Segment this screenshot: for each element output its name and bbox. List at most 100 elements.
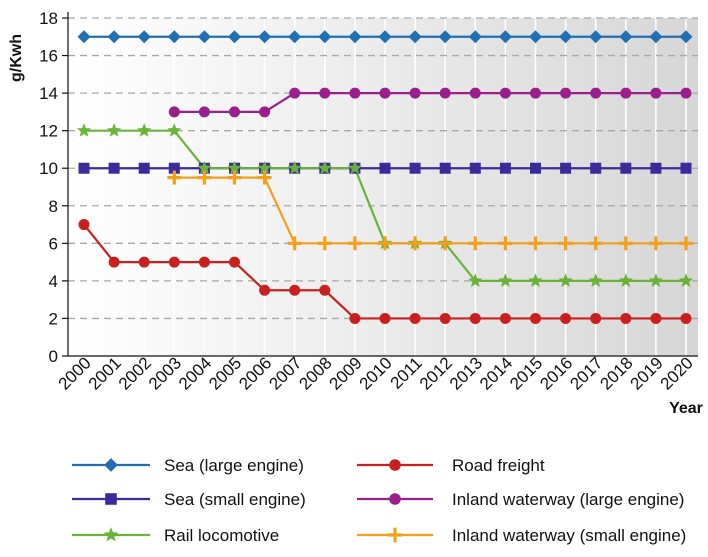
point-inland-waterway-large-engine-2005	[229, 106, 240, 118]
point-sea-small-engine-2010	[379, 162, 391, 174]
point-sea-large-engine-2013	[468, 30, 482, 44]
axes	[62, 12, 698, 357]
point-rail-locomotive-2018	[618, 273, 633, 287]
point-inland-waterway-large-engine-2010	[379, 87, 391, 99]
x-tick-label: 2003	[145, 353, 185, 393]
point-sea-large-engine-2003	[167, 30, 181, 44]
x-tick-label: 2002	[115, 353, 155, 393]
x-tick-label: 2008	[295, 353, 335, 393]
point-rail-locomotive-2009	[347, 160, 363, 175]
point-sea-small-engine-2011	[409, 162, 421, 174]
point-sea-small-engine-2000	[78, 162, 90, 174]
point-inland-waterway-small-engine-2009	[347, 236, 362, 251]
point-road-freight-2014	[499, 312, 511, 324]
x-tick-label: 2006	[235, 353, 275, 393]
point-sea-small-engine-2019	[650, 162, 662, 174]
x-tick-label: 2001	[85, 353, 125, 393]
point-road-freight-2009	[349, 312, 361, 324]
point-road-freight-2000	[78, 219, 90, 231]
legend-label-sea-small-engine: Sea (small engine)	[164, 490, 306, 509]
x-tick-label: 2007	[265, 353, 305, 393]
point-sea-large-engine-2010	[378, 30, 392, 44]
point-sea-large-engine-2004	[197, 30, 211, 44]
point-road-freight-2017	[590, 312, 602, 324]
point-sea-large-engine-2007	[288, 30, 302, 44]
point-inland-waterway-large-engine-2014	[499, 87, 511, 99]
point-sea-large-engine-2006	[258, 30, 272, 44]
y-tick-label: 10	[39, 159, 58, 178]
legend-item-rail-locomotive: Rail locomotive	[72, 526, 279, 545]
point-rail-locomotive-2013	[468, 273, 483, 287]
point-inland-waterway-large-engine-2008	[319, 87, 331, 99]
point-inland-waterway-large-engine-2003	[168, 106, 180, 118]
point-rail-locomotive-2016	[558, 273, 573, 287]
point-sea-small-engine-2020	[680, 162, 692, 174]
point-road-freight-2007	[289, 284, 301, 296]
point-sea-small-engine-2017	[590, 162, 602, 174]
point-inland-waterway-small-engine-2006	[257, 170, 272, 185]
point-sea-large-engine-2011	[408, 30, 422, 44]
x-tick-label: 2000	[55, 353, 95, 393]
legend-item-inland-waterway-large-engine: Inland waterway (large engine)	[357, 490, 684, 509]
point-sea-large-engine-2001	[107, 30, 121, 44]
point-sea-large-engine-2020	[679, 30, 693, 44]
y-tick-label: 18	[39, 9, 58, 28]
point-road-freight-2001	[108, 256, 120, 268]
y-axis-title: g/Kwh	[8, 34, 25, 82]
legend-item-sea-small-engine: Sea (small engine)	[72, 490, 306, 509]
point-sea-large-engine-2002	[137, 30, 151, 44]
point-road-freight-2016	[560, 312, 572, 324]
point-inland-waterway-large-engine-2006	[259, 106, 271, 118]
point-road-freight-2018	[620, 312, 632, 324]
x-tick-label: 2015	[506, 353, 546, 393]
point-sea-large-engine-2018	[619, 30, 633, 44]
x-tick-label: 2004	[175, 353, 215, 393]
legend: Sea (large engine) Sea (small engine) Rail…	[72, 456, 686, 545]
legend-marker-road-freight	[389, 459, 401, 471]
point-rail-locomotive-2017	[588, 273, 603, 287]
x-tick-label: 2016	[536, 353, 576, 393]
point-sea-large-engine-2019	[649, 30, 663, 44]
point-inland-waterway-small-engine-2014	[498, 236, 513, 251]
point-sea-small-engine-2002	[138, 162, 150, 174]
point-sea-large-engine-2012	[438, 30, 452, 44]
point-road-freight-2011	[409, 312, 421, 324]
legend-label-sea-large-engine: Sea (large engine)	[164, 456, 304, 475]
point-inland-waterway-large-engine-2016	[560, 87, 572, 99]
point-inland-waterway-large-engine-2007	[289, 87, 301, 99]
point-inland-waterway-small-engine-2011	[408, 236, 423, 251]
legend-item-inland-waterway-small-engine: Inland waterway (small engine)	[357, 526, 686, 545]
point-sea-small-engine-2013	[469, 162, 481, 174]
x-tick-label: 2005	[205, 353, 245, 393]
legend-marker-sea-small-engine	[105, 493, 117, 505]
point-sea-large-engine-2016	[559, 30, 573, 44]
x-tick-labels: 2000200120022003200420052006200720082009…	[55, 353, 697, 393]
point-inland-waterway-small-engine-2016	[558, 236, 573, 251]
legend-label-inland-waterway-small-engine: Inland waterway (small engine)	[452, 526, 686, 545]
plot-background	[68, 18, 698, 356]
x-tick-label: 2009	[326, 353, 366, 393]
point-sea-large-engine-2000	[77, 30, 91, 44]
x-tick-label: 2018	[596, 353, 636, 393]
point-road-freight-2004	[198, 256, 210, 268]
point-inland-waterway-small-engine-2007	[287, 236, 302, 251]
point-sea-large-engine-2009	[348, 30, 362, 44]
point-road-freight-2005	[229, 256, 240, 268]
y-tick-label: 0	[49, 347, 58, 366]
point-rail-locomotive-2014	[498, 273, 513, 287]
point-inland-waterway-small-engine-2004	[197, 170, 212, 185]
legend-label-road-freight: Road freight	[452, 456, 545, 475]
point-rail-locomotive-2005	[227, 160, 242, 175]
x-tick-label: 2011	[387, 353, 426, 392]
point-rail-locomotive-2000	[76, 123, 92, 137]
series-markers	[76, 30, 694, 324]
point-road-freight-2013	[469, 312, 481, 324]
y-tick-label: 2	[49, 309, 58, 328]
point-inland-waterway-small-engine-2003	[167, 170, 182, 185]
point-road-freight-2012	[439, 312, 451, 324]
vertical-gridlines	[83, 18, 687, 356]
point-rail-locomotive-2019	[648, 273, 664, 287]
point-sea-small-engine-2016	[560, 162, 572, 174]
legend-item-sea-large-engine: Sea (large engine)	[72, 456, 304, 475]
